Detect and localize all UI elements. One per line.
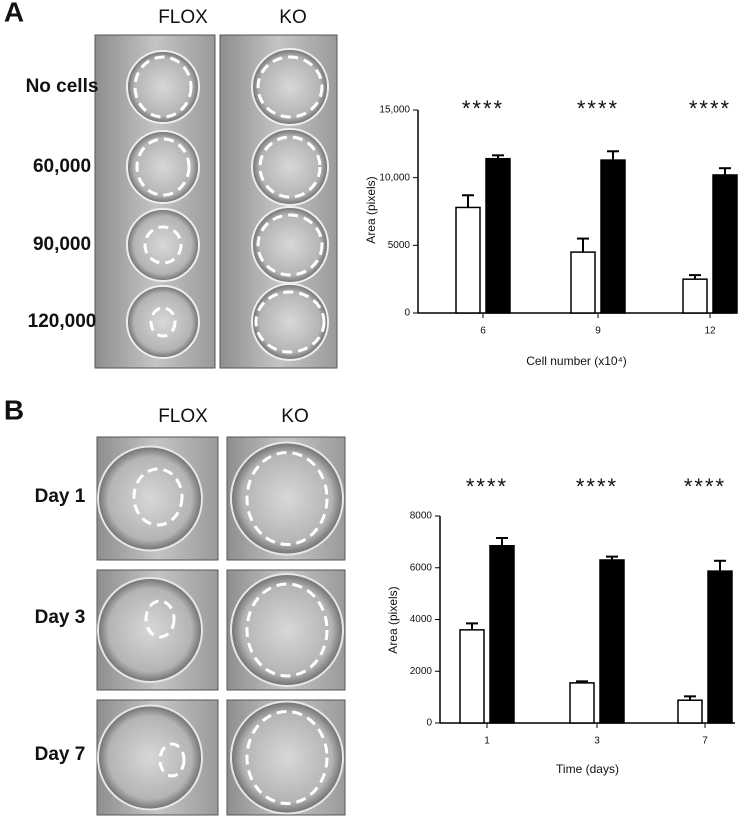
y-tick-label: 0 bbox=[426, 718, 432, 729]
row-label: No cells bbox=[26, 76, 99, 97]
x-axis-label: Time (days) bbox=[556, 762, 619, 776]
annotation: **** bbox=[689, 96, 731, 121]
bar bbox=[600, 159, 626, 314]
annotation: **** bbox=[577, 96, 619, 121]
row-label: Day 3 bbox=[35, 607, 86, 628]
y-tick-label: 2000 bbox=[410, 666, 433, 677]
y-tick-label: 15,000 bbox=[379, 105, 410, 116]
x-tick-label: 1 bbox=[484, 736, 490, 747]
well bbox=[230, 441, 344, 556]
x-tick-label: 3 bbox=[594, 736, 600, 747]
spread-outline bbox=[245, 451, 329, 546]
y-tick-label: 5000 bbox=[388, 240, 411, 251]
y-tick-label: 4000 bbox=[410, 614, 433, 625]
annotation: **** bbox=[684, 474, 726, 499]
y-axis-label: Area (pixels) bbox=[364, 176, 378, 243]
well bbox=[97, 704, 203, 811]
spread-outline bbox=[132, 467, 184, 527]
bar bbox=[682, 278, 708, 314]
spread-outline bbox=[149, 306, 177, 338]
well bbox=[126, 208, 200, 282]
panel-label: B bbox=[4, 394, 24, 425]
well bbox=[230, 573, 344, 687]
spread-outline bbox=[256, 55, 324, 119]
spread-outline bbox=[158, 742, 186, 778]
row-label: 90,000 bbox=[33, 234, 91, 255]
spread-outline bbox=[245, 582, 329, 678]
x-tick-label: 7 bbox=[702, 736, 708, 747]
y-tick-label: 10,000 bbox=[379, 172, 410, 183]
column-header: FLOX bbox=[158, 7, 208, 28]
well bbox=[251, 206, 329, 284]
x-tick-label: 9 bbox=[595, 326, 601, 337]
spread-outline bbox=[133, 55, 193, 119]
well bbox=[251, 48, 329, 126]
annotation: **** bbox=[466, 474, 508, 499]
spread-outline bbox=[135, 137, 191, 197]
bar bbox=[707, 570, 733, 724]
well bbox=[97, 445, 203, 552]
bar bbox=[712, 174, 738, 314]
well bbox=[251, 128, 329, 206]
column-header: KO bbox=[281, 406, 308, 427]
x-tick-label: 12 bbox=[704, 326, 716, 337]
spread-outline bbox=[143, 225, 183, 265]
bar bbox=[455, 206, 481, 314]
bar bbox=[459, 629, 485, 724]
column-header: KO bbox=[279, 7, 306, 28]
well bbox=[126, 50, 200, 124]
bar bbox=[599, 559, 625, 724]
x-axis-label: Cell number (x10⁴) bbox=[526, 354, 627, 368]
bar bbox=[570, 251, 596, 314]
spread-outline bbox=[254, 290, 326, 354]
y-tick-label: 6000 bbox=[410, 562, 433, 573]
bar bbox=[485, 157, 511, 314]
bar bbox=[489, 545, 515, 724]
spread-outline bbox=[256, 213, 324, 277]
well bbox=[230, 700, 344, 815]
x-tick-label: 6 bbox=[480, 326, 486, 337]
well bbox=[251, 283, 329, 361]
row-label: Day 7 bbox=[35, 744, 86, 765]
bar bbox=[569, 682, 595, 724]
row-label: 60,000 bbox=[33, 156, 91, 177]
panel-label: A bbox=[4, 0, 24, 27]
spread-outline bbox=[245, 710, 329, 805]
spread-outline bbox=[144, 599, 176, 639]
y-tick-label: 8000 bbox=[410, 511, 433, 522]
annotation: **** bbox=[576, 474, 618, 499]
spread-outline bbox=[258, 135, 322, 199]
y-axis-label: Area (pixels) bbox=[386, 586, 400, 653]
bar bbox=[677, 699, 703, 724]
well bbox=[126, 285, 200, 359]
annotation: **** bbox=[462, 96, 504, 121]
row-label: 120,000 bbox=[28, 311, 97, 332]
column-header: FLOX bbox=[158, 406, 208, 427]
y-tick-label: 0 bbox=[404, 308, 410, 319]
row-label: Day 1 bbox=[35, 486, 86, 507]
